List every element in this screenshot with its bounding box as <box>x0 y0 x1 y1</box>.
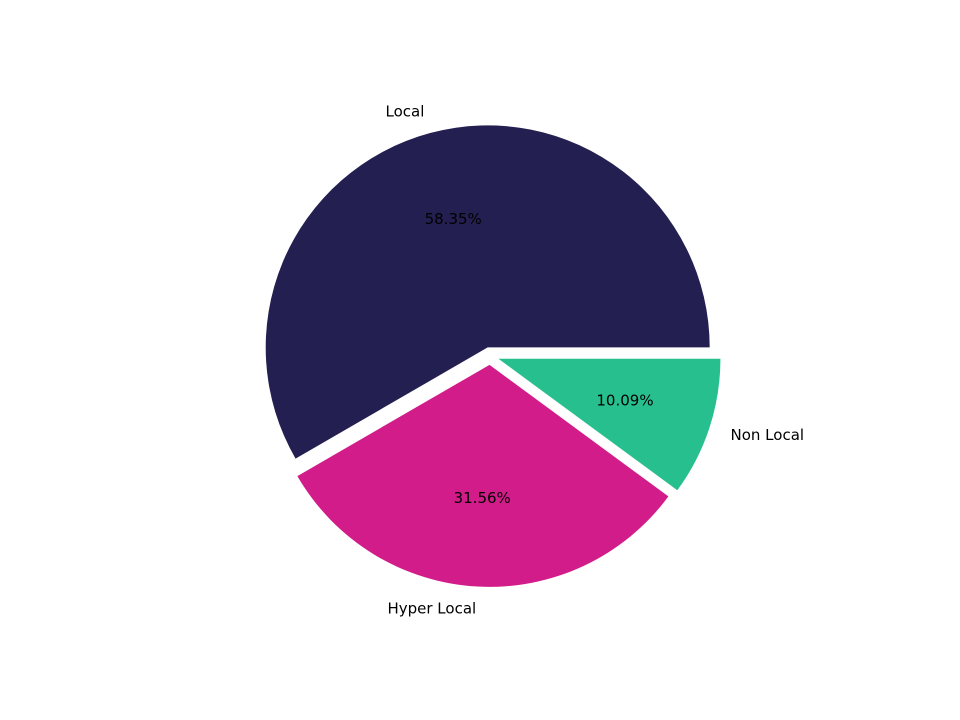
pie-percent-non-local: 10.09% <box>596 391 653 409</box>
pie-label-local: Local <box>386 103 425 121</box>
pie-percent-hyper-local: 31.56% <box>454 489 511 507</box>
pie-slice-local <box>265 125 710 459</box>
pie-label-non-local: Non Local <box>731 426 805 444</box>
pie-slice-non-local <box>498 358 721 491</box>
pie-percent-local: 58.35% <box>425 210 482 228</box>
pie-slice-hyper-local <box>297 364 669 587</box>
pie-label-hyper-local: Hyper Local <box>387 600 476 618</box>
